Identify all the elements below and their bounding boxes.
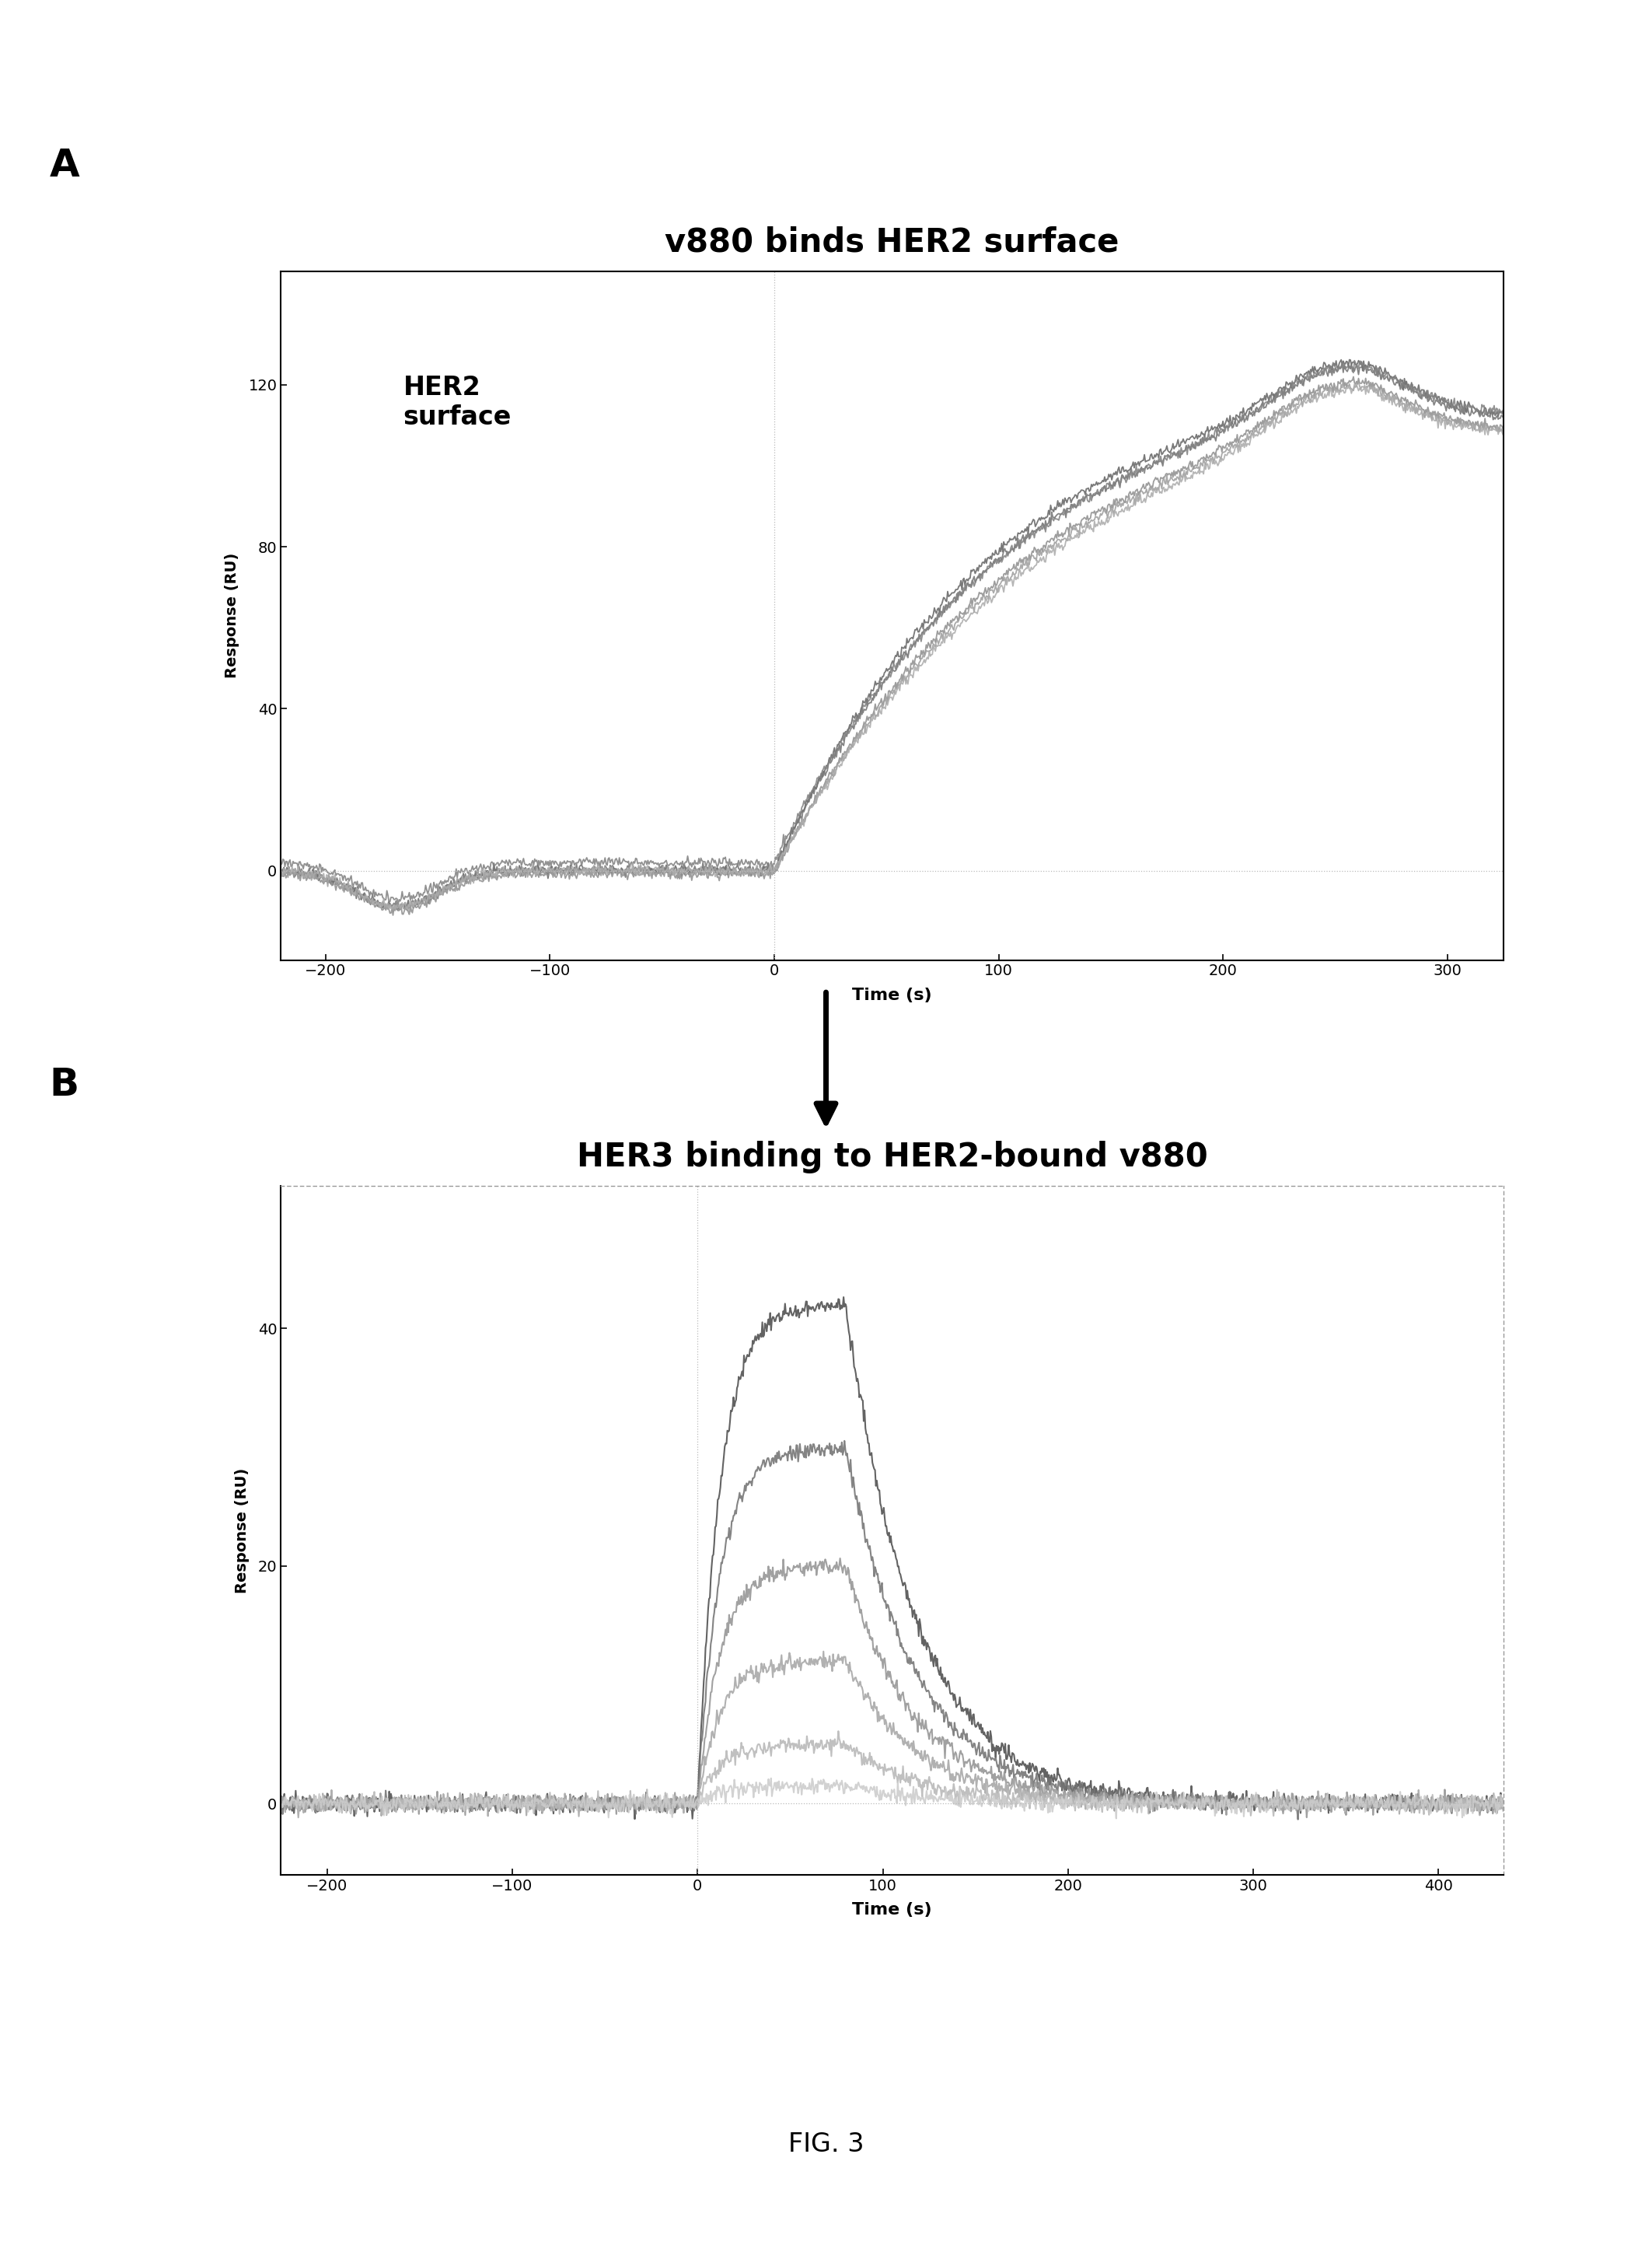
X-axis label: Time (s): Time (s) <box>852 987 932 1003</box>
X-axis label: Time (s): Time (s) <box>852 1902 932 1918</box>
Text: B: B <box>50 1066 79 1105</box>
Text: HER2
surface: HER2 surface <box>403 375 512 429</box>
Text: A: A <box>50 147 79 185</box>
Y-axis label: Response (RU): Response (RU) <box>225 553 240 678</box>
Text: FIG. 3: FIG. 3 <box>788 2132 864 2157</box>
Title: HER3 binding to HER2-bound v880: HER3 binding to HER2-bound v880 <box>577 1141 1208 1172</box>
Y-axis label: Response (RU): Response (RU) <box>235 1468 249 1593</box>
Title: v880 binds HER2 surface: v880 binds HER2 surface <box>664 226 1120 258</box>
